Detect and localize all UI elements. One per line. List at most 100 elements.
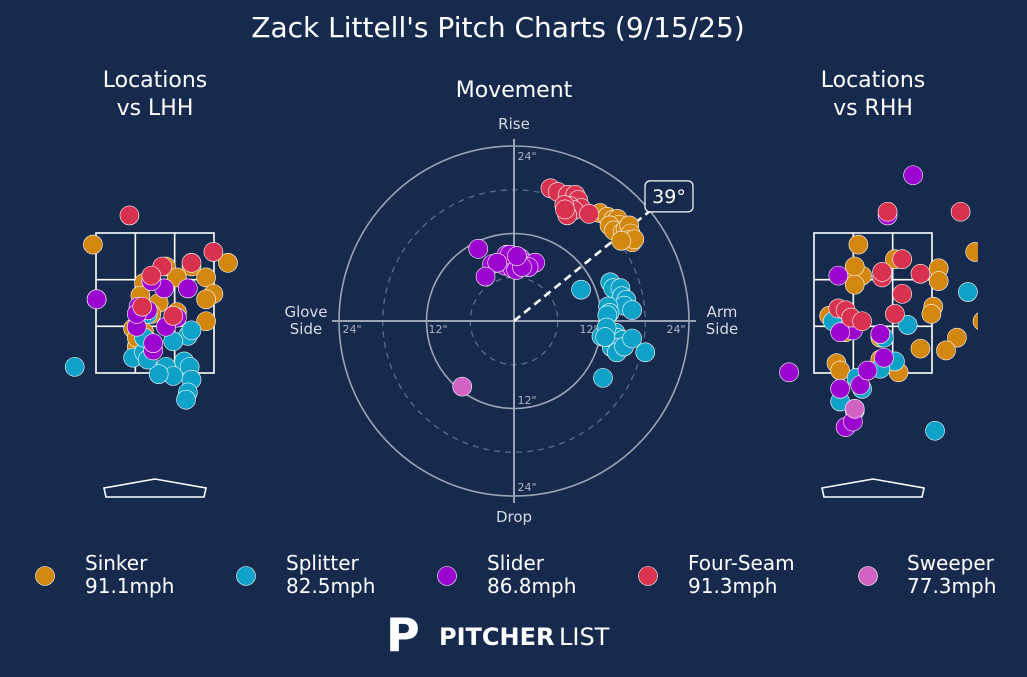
legend-pitch-velocity: 82.5mph bbox=[286, 574, 375, 598]
chart-title: Zack Littell's Pitch Charts (9/15/25) bbox=[251, 11, 744, 44]
slider-pitch-point bbox=[870, 324, 891, 344]
four-seam-pitch-point bbox=[892, 284, 913, 304]
home-plate-lhh bbox=[103, 478, 207, 498]
slider-movement-point bbox=[507, 246, 527, 266]
sinker-pitch-point bbox=[218, 253, 238, 273]
splitter-pitch-point bbox=[148, 364, 169, 384]
pitcherlist-logo-bold: PITCHER bbox=[439, 623, 554, 651]
sinker-pitch-point bbox=[947, 327, 967, 348]
sinker-pitch-point bbox=[965, 242, 978, 262]
legend-marker bbox=[35, 566, 55, 586]
slider-pitch-point bbox=[830, 322, 850, 343]
ring-tick-label: 24" bbox=[342, 323, 361, 336]
four-seam-movement-point bbox=[579, 204, 599, 224]
splitter-movement-point bbox=[595, 327, 615, 347]
splitter-movement-point bbox=[622, 328, 642, 349]
lhh-points-layer bbox=[64, 205, 238, 410]
slider-pitch-point bbox=[874, 347, 894, 368]
locations-lhh-panel: Locations vs LHH bbox=[64, 68, 238, 498]
axis-label-arm-side: Arm Side bbox=[706, 303, 738, 338]
pitcherlist-logo-light: LIST bbox=[559, 623, 610, 651]
legend-marker bbox=[437, 566, 457, 586]
sinker-pitch-point bbox=[196, 311, 216, 332]
four-seam-pitch-point bbox=[181, 253, 202, 273]
four-seam-pitch-point bbox=[910, 263, 931, 284]
four-seam-pitch-point bbox=[877, 201, 898, 222]
four-seam-pitch-point bbox=[892, 249, 913, 270]
splitter-movement-point bbox=[571, 279, 591, 300]
ring-tick-label: 12" bbox=[428, 323, 447, 336]
slider-pitch-point bbox=[86, 289, 107, 310]
locations-rhh-title: Locations vs RHH bbox=[821, 68, 926, 121]
slider-pitch-point bbox=[779, 362, 799, 383]
four-seam-pitch-point bbox=[141, 265, 162, 286]
legend-pitch-name: Slider bbox=[487, 551, 545, 575]
legend-pitch-name: Sinker bbox=[85, 551, 148, 575]
arm-angle-badge bbox=[644, 180, 694, 213]
ring-tick-label: 24" bbox=[517, 481, 536, 494]
home-plate-rhh bbox=[821, 478, 925, 498]
splitter-pitch-point bbox=[925, 420, 945, 441]
movement-panel: Movement 24"24" 12" 12" 24"12"24" RiseDropG… bbox=[284, 78, 738, 526]
splitter-pitch-point bbox=[176, 389, 196, 410]
locations-rhh-panel: Locations vs RHH bbox=[779, 68, 1027, 498]
legend-marker bbox=[236, 566, 256, 586]
slider-pitch-point bbox=[143, 333, 163, 353]
splitter-movement-point bbox=[622, 300, 642, 320]
sinker-pitch-point bbox=[910, 338, 931, 359]
sinker-pitch-point bbox=[999, 188, 1018, 207]
legend-pitch-name: Sweeper bbox=[907, 551, 995, 575]
sinker-pitch-point bbox=[196, 267, 216, 288]
four-seam-pitch-point bbox=[852, 311, 872, 332]
four-seam-pitch-point bbox=[163, 305, 184, 326]
sinker-pitch-point bbox=[844, 274, 865, 295]
arm-angle-label: 39° bbox=[652, 186, 686, 208]
legend-pitch-velocity: 91.1mph bbox=[85, 574, 174, 598]
legend-pitch-name: Four-Seam bbox=[688, 551, 795, 575]
ring-tick-label: 24" bbox=[666, 323, 685, 336]
slider-pitch-point bbox=[828, 265, 849, 286]
sinker-pitch-point bbox=[844, 256, 865, 277]
four-seam-pitch-point bbox=[872, 262, 892, 282]
slider-movement-point bbox=[487, 252, 508, 273]
four-seam-pitch-point bbox=[119, 205, 140, 226]
four-seam-pitch-point bbox=[132, 296, 153, 317]
legend-pitch-velocity: 91.3mph bbox=[688, 574, 777, 598]
splitter-pitch-point bbox=[1017, 191, 1027, 210]
splitter-movement-point bbox=[635, 342, 656, 363]
slider-pitch-point bbox=[178, 278, 198, 299]
sinker-pitch-point bbox=[928, 271, 949, 291]
slider-pitch-point bbox=[830, 378, 850, 399]
movement-points-layer bbox=[452, 178, 656, 397]
ring-labels: 24"24" 12" 12" 24"12"24" bbox=[342, 150, 685, 494]
sweeper-pitch-point bbox=[844, 399, 865, 419]
movement-title: Movement bbox=[456, 78, 573, 103]
splitter-pitch-point bbox=[64, 357, 85, 377]
sweeper-movement-point bbox=[452, 376, 473, 397]
slider-movement-point bbox=[468, 239, 489, 259]
arm-angle-indicator: 39° bbox=[513, 180, 694, 323]
slider-pitch-point bbox=[903, 165, 923, 186]
splitter-pitch-point bbox=[181, 320, 202, 341]
four-seam-movement-point bbox=[555, 199, 575, 220]
four-seam-pitch-point bbox=[950, 201, 971, 222]
pitcherlist-logo-mark: P bbox=[386, 608, 420, 662]
sinker-pitch-point bbox=[921, 304, 942, 324]
splitter-movement-point bbox=[593, 368, 613, 388]
axis-label-rise: Rise bbox=[498, 115, 530, 133]
legend-marker bbox=[858, 566, 878, 586]
axis-label-drop: Drop bbox=[496, 508, 532, 526]
slider-pitch-point bbox=[857, 360, 878, 381]
sinker-pitch-point bbox=[936, 340, 956, 361]
legend-marker bbox=[638, 566, 658, 586]
slider-movement-point bbox=[475, 266, 496, 287]
rhh-points-layer bbox=[779, 165, 1027, 441]
sinker-pitch-point bbox=[972, 312, 978, 330]
